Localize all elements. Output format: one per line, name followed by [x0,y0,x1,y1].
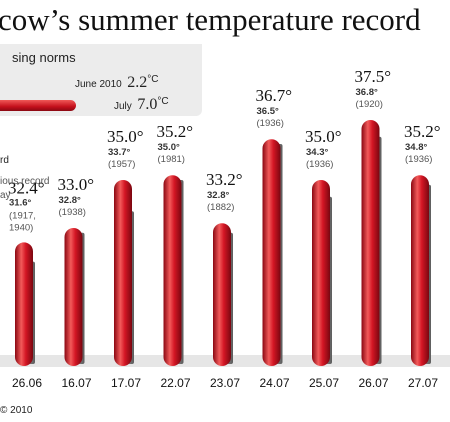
legend-item-day: ay [0,190,11,201]
previous-value-label: 34.8° [405,142,427,153]
previous-year-label: (1882) [207,202,234,213]
x-tick-label: 16.07 [61,376,91,390]
previous-year-label: (1917, 1940) [9,210,36,233]
x-tick-label: 22.07 [160,376,190,390]
series-legend: rd ious record ay [0,154,49,203]
x-tick-label: 24.07 [259,376,289,390]
record-bar [64,228,83,366]
record-bar [262,139,281,366]
record-value-label: 35.2° [404,122,441,141]
previous-year-label: (1938) [59,207,86,218]
record-value-label: 35.2° [157,122,194,141]
previous-value-label: 35.0° [158,142,180,153]
legend-row-june: June 2010 2.2°C [75,74,159,92]
footer-copyright: © 2010 [0,405,33,416]
legend-item-record: rd [0,155,9,166]
legend-row-june-value: 2.2 [127,74,148,91]
previous-value-label: 34.3° [306,147,328,158]
previous-year-label: (1920) [356,99,383,110]
previous-year-label: (1936) [405,154,432,165]
record-bar [114,180,132,366]
previous-value-label: 33.7° [108,147,130,158]
previous-year-label: (1957) [108,159,135,170]
record-value-label: 35.0° [305,127,342,146]
legend-row-june-unit: °C [147,74,159,85]
x-tick-label: 26.06 [12,376,42,390]
previous-value-label: 36.5° [257,106,279,117]
record-value-label: 35.0° [107,127,144,146]
x-tick-label: 17.07 [111,376,141,390]
chart-title: cow’s summer temperature record [0,2,421,37]
previous-year-label: (1981) [158,154,185,165]
x-tick-label: 25.07 [309,376,339,390]
record-value-label: 37.5° [355,67,392,86]
record-bar [163,175,182,366]
legend-item-previous: ious record [0,176,50,187]
legend-row-july-label: July [114,101,132,112]
record-bar [15,242,33,366]
previous-value-label: 32.8° [207,190,229,201]
legend-heading: sing norms [12,50,76,65]
record-bar [312,180,330,366]
previous-value-label: 31.6° [9,197,31,208]
record-bar [213,223,231,366]
x-tick-label: 26.07 [358,376,388,390]
x-tick-label: 23.07 [210,376,240,390]
previous-year-label: (1936) [306,159,333,170]
record-value-label: 36.7° [256,86,293,105]
previous-value-label: 32.8° [59,195,81,206]
legend-row-july-value: 7.0 [137,96,158,113]
x-tick-label: 27.07 [408,376,438,390]
record-value-label: 32.4° [8,178,45,197]
record-value-label: 33.0° [58,175,95,194]
previous-value-label: 36.8° [356,87,378,98]
previous-year-label: (1936) [257,118,284,129]
legend-bar-swatch [0,100,76,111]
legend-row-july: July 7.0°C [114,96,169,114]
record-bar [411,175,429,366]
record-bar [361,120,380,366]
record-value-label: 33.2° [206,170,243,189]
legend-row-june-label: June 2010 [75,79,122,90]
legend-row-july-unit: °C [157,96,169,107]
